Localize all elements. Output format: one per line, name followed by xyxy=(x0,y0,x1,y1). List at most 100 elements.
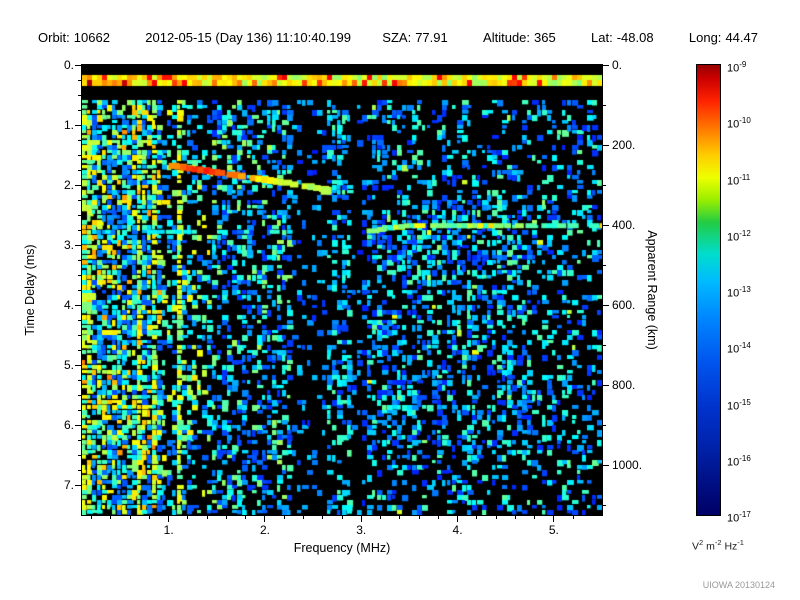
x-minor-tick xyxy=(399,516,401,519)
altitude-value: 365 xyxy=(534,30,556,45)
y-left-tick-label: 2. xyxy=(63,178,74,192)
long-field: Long: 44.47 xyxy=(689,30,762,45)
lat-value: -48.08 xyxy=(616,30,654,45)
x-minor-tick xyxy=(206,516,208,519)
orbit-field: Orbit: 10662 xyxy=(38,30,114,45)
x-axis-title: Frequency (MHz) xyxy=(293,541,391,555)
y-left-minor-tick xyxy=(78,394,81,396)
x-tick xyxy=(264,516,266,522)
x-minor-tick xyxy=(129,516,131,519)
colorbar-tick-label: 10-15 xyxy=(727,397,751,413)
x-tick-label: 5. xyxy=(548,523,559,537)
spectrogram-canvas xyxy=(82,65,602,515)
y-left-minor-tick xyxy=(78,349,81,351)
x-tick-label: 1. xyxy=(163,523,174,537)
y-left-minor-tick xyxy=(78,214,81,216)
y-left-minor-tick xyxy=(78,79,81,81)
altitude-field: Altitude: 365 xyxy=(483,30,560,45)
y-left-minor-tick xyxy=(78,109,81,111)
long-label: Long: xyxy=(688,30,722,45)
x-minor-tick xyxy=(380,516,382,519)
lat-label: Lat: xyxy=(591,30,613,45)
y-left-minor-tick xyxy=(78,454,81,456)
y-left-tick xyxy=(75,424,81,426)
x-tick-label: 2. xyxy=(259,523,270,537)
x-minor-tick xyxy=(283,516,285,519)
y-right-tick-label: 1000. xyxy=(612,458,643,472)
y-left-tick xyxy=(75,124,81,126)
y-left-tick xyxy=(75,304,81,306)
y-right-tick xyxy=(603,464,609,466)
y-left-tick xyxy=(75,244,81,246)
orbit-label: Orbit: xyxy=(38,30,70,45)
x-minor-tick xyxy=(572,516,574,519)
y-right-minor-tick xyxy=(603,424,606,426)
y-right-minor-tick xyxy=(603,344,606,346)
y-left-minor-tick xyxy=(78,334,81,336)
colorbar-tick-label: 10-16 xyxy=(727,453,751,469)
y-left-minor-tick xyxy=(78,259,81,261)
y-left-tick-label: 5. xyxy=(63,358,74,372)
y-right-tick xyxy=(603,64,609,66)
x-minor-tick xyxy=(302,516,304,519)
y-axis-title-left: Time Delay (ms) xyxy=(23,244,37,336)
y-right-tick xyxy=(603,144,609,146)
colorbar-tick-label: 10-14 xyxy=(727,341,751,356)
sza-field: SZA: 77.91 xyxy=(382,30,451,45)
y-right-tick xyxy=(603,224,609,226)
y-left-tick-label: 7. xyxy=(63,478,74,492)
y-right-minor-tick xyxy=(603,104,606,106)
y-right-tick-label: 600. xyxy=(612,298,636,312)
y-left-minor-tick xyxy=(78,199,81,201)
x-minor-tick xyxy=(245,516,247,519)
x-tick-label: 4. xyxy=(452,523,463,537)
y-right-tick xyxy=(603,304,609,306)
y-left-minor-tick xyxy=(78,229,81,231)
colorbar-tick-label: 10-10 xyxy=(727,116,751,131)
x-minor-tick xyxy=(534,516,536,519)
colorbar-unit-label: V2 m-2 Hz-1 xyxy=(692,538,744,553)
y-right-tick-label: 0. xyxy=(612,58,623,72)
x-minor-tick xyxy=(514,516,516,519)
watermark: UIOWA 20130124 xyxy=(702,580,775,590)
y-left-minor-tick xyxy=(78,274,81,276)
x-minor-tick xyxy=(91,516,93,519)
y-right-tick xyxy=(603,384,609,386)
orbit-value: 10662 xyxy=(73,30,110,45)
x-minor-tick xyxy=(495,516,497,519)
altitude-label: Altitude: xyxy=(483,30,531,45)
y-left-tick-label: 6. xyxy=(63,418,74,432)
colorbar-tick-label: 10-12 xyxy=(727,228,751,244)
x-minor-tick xyxy=(418,516,420,519)
y-right-minor-tick xyxy=(603,184,606,186)
y-left-minor-tick xyxy=(78,289,81,291)
y-left-minor-tick xyxy=(78,439,81,441)
y-right-tick-label: 800. xyxy=(612,378,636,392)
x-tick xyxy=(553,516,555,522)
y-right-tick-label: 400. xyxy=(612,218,636,232)
header-info-bar: Orbit: 10662 2012-05-15 (Day 136) 11:10:4… xyxy=(38,30,762,45)
colorbar-tick-label: 10-11 xyxy=(727,172,751,188)
x-minor-tick xyxy=(225,516,227,519)
y-right-minor-tick xyxy=(603,504,606,506)
x-tick-label: 3. xyxy=(356,523,367,537)
y-left-minor-tick xyxy=(78,409,81,411)
x-minor-tick xyxy=(148,516,150,519)
x-minor-tick xyxy=(187,516,189,519)
x-minor-tick xyxy=(476,516,478,519)
spectrogram-plot xyxy=(81,64,603,516)
y-left-tick xyxy=(75,184,81,186)
y-left-minor-tick xyxy=(78,169,81,171)
colorbar-tick-label: 10-13 xyxy=(727,285,751,300)
y-left-minor-tick xyxy=(78,379,81,381)
y-left-minor-tick xyxy=(78,139,81,141)
y-left-tick xyxy=(75,484,81,486)
x-minor-tick xyxy=(322,516,324,519)
colorbar xyxy=(696,64,721,516)
x-minor-tick xyxy=(341,516,343,519)
y-right-tick-label: 200. xyxy=(612,138,636,152)
y-right-minor-tick xyxy=(603,264,606,266)
y-left-tick xyxy=(75,364,81,366)
lat-field: Lat: -48.08 xyxy=(591,30,658,45)
x-minor-tick xyxy=(437,516,439,519)
